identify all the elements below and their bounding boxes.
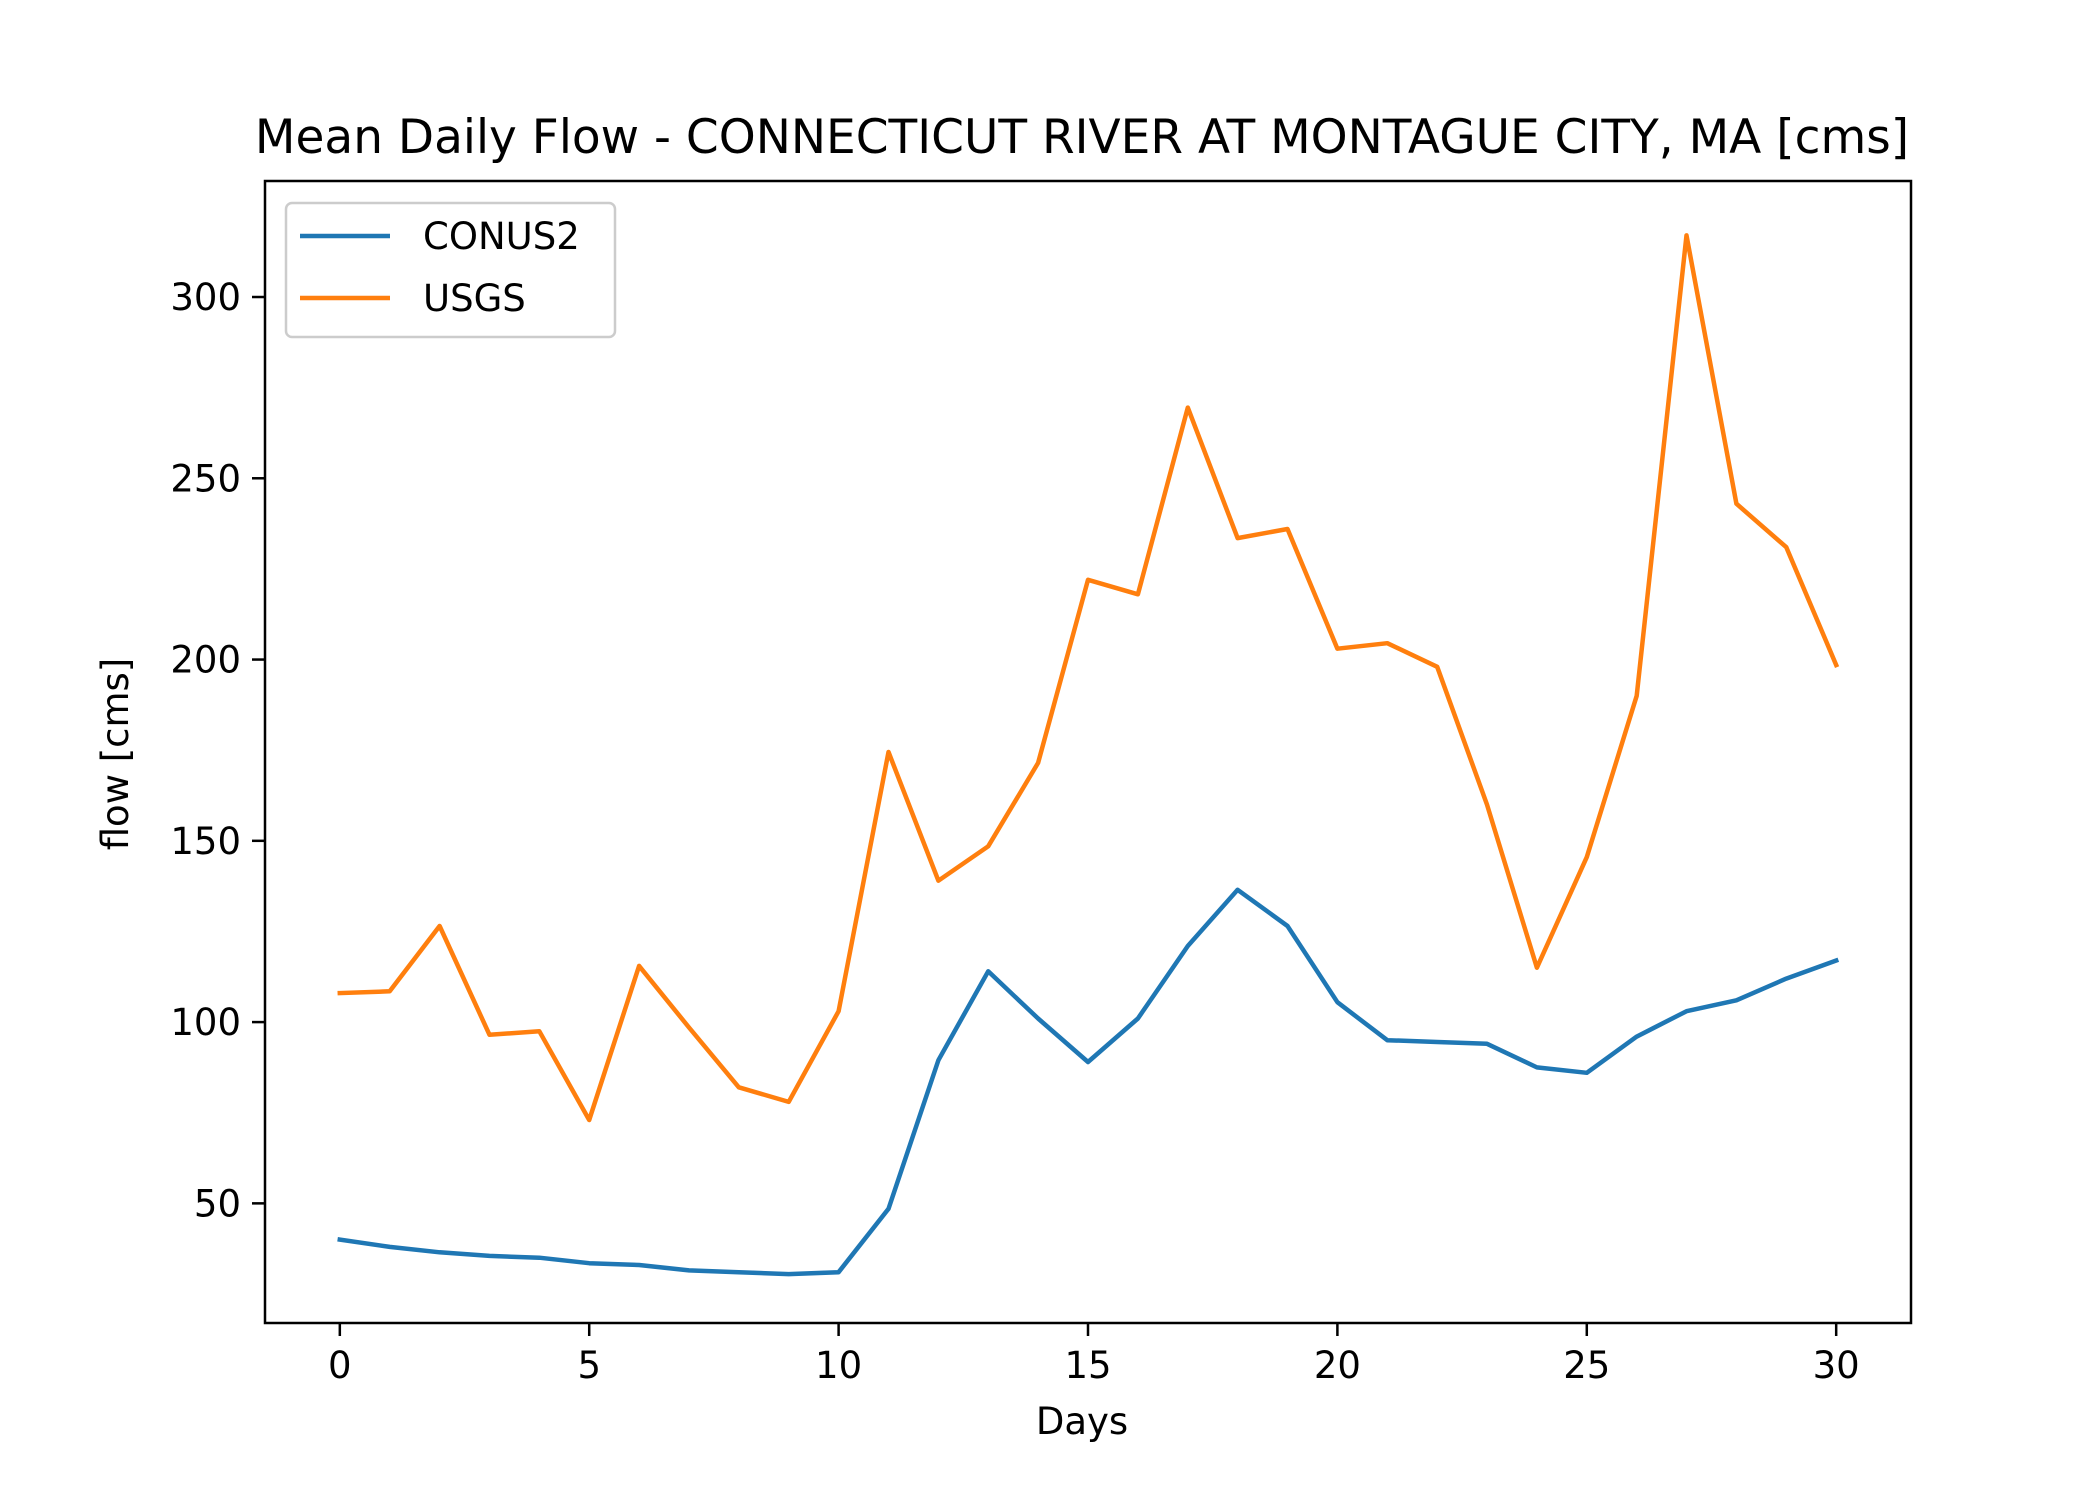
x-tick-label: 30 (1813, 1344, 1860, 1387)
chart-title: Mean Daily Flow - CONNECTICUT RIVER AT M… (255, 110, 1909, 165)
legend-label: CONUS2 (423, 215, 580, 258)
y-tick-label: 150 (170, 820, 241, 863)
y-axis-label: flow [cms] (94, 658, 137, 851)
x-tick-label: 25 (1563, 1344, 1610, 1387)
x-tick-label: 5 (577, 1344, 601, 1387)
x-tick-label: 0 (328, 1344, 352, 1387)
y-tick-label: 200 (170, 639, 241, 682)
y-tick-label: 250 (170, 457, 241, 500)
y-tick-label: 50 (194, 1182, 241, 1225)
legend-label: USGS (423, 277, 526, 320)
y-tick-label: 300 (170, 276, 241, 319)
x-axis-label: Days (1036, 1400, 1128, 1443)
x-tick-label: 20 (1314, 1344, 1361, 1387)
x-tick-label: 10 (815, 1344, 862, 1387)
x-tick-label: 15 (1064, 1344, 1111, 1387)
legend: CONUS2 USGS (286, 203, 615, 337)
y-tick-label: 100 (170, 1001, 241, 1044)
